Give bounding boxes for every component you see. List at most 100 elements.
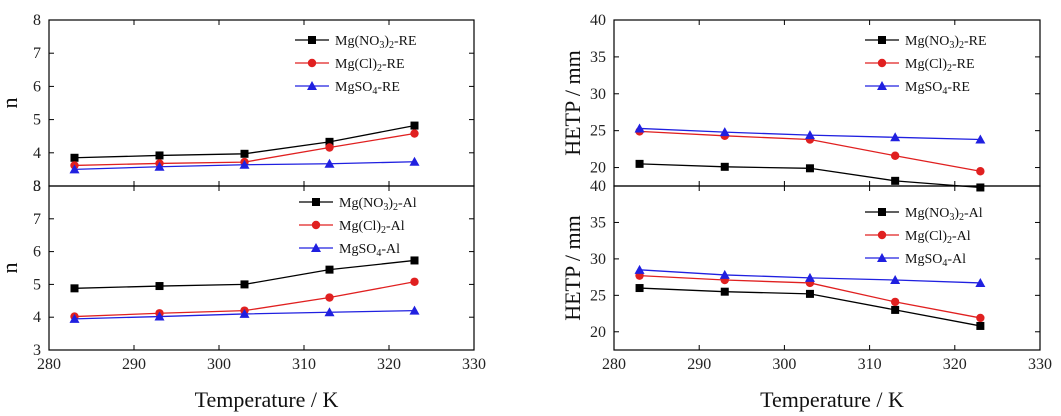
legend-label: Mg(Cl)2-RE <box>335 57 405 74</box>
data-point <box>324 307 335 317</box>
legend-text-part: MgSO <box>905 252 942 267</box>
data-point <box>890 132 901 142</box>
legend-subscript: 2 <box>377 63 382 74</box>
legend-subscript: 2 <box>959 40 964 51</box>
plot-frame <box>48 185 475 351</box>
legend-subscript: 4 <box>376 248 381 259</box>
data-point <box>154 311 165 321</box>
legend-subscript: 2 <box>381 225 386 236</box>
legend-label: Mg(NO3)2-Al <box>905 206 983 223</box>
legend-text-part: ) <box>954 206 959 221</box>
legend-label: Mg(NO3)2-RE <box>335 34 417 51</box>
legend-subscript: 4 <box>942 258 947 269</box>
data-point <box>890 275 901 285</box>
data-point <box>70 284 79 293</box>
legend-text-part: ) <box>388 196 393 211</box>
legend-marker <box>877 230 887 240</box>
chart-panel-2: 280 290 300 310 320 330 3 4 5 6 7 8 n Temperature / K… <box>0 178 486 412</box>
data-point <box>720 287 729 296</box>
data-point <box>325 137 334 146</box>
legend-text-part: -Al <box>952 229 971 244</box>
legend-marker <box>878 208 886 216</box>
y-tick-label: 7 <box>33 45 41 62</box>
legend-subscript: 3 <box>949 40 954 51</box>
y-tick-label: 20 <box>590 324 606 341</box>
legend-entry: Mg(NO3)2-Al <box>865 206 983 223</box>
data-point <box>155 151 164 160</box>
legend-subscript: 2 <box>947 235 952 246</box>
legend-entry: Mg(Cl)2-Al <box>299 219 405 236</box>
legend-text-part: -RE <box>952 57 975 72</box>
legend-text-part: Mg(Cl) <box>905 229 947 244</box>
series-1 <box>70 121 419 162</box>
legend-label: Mg(Cl)2-Al <box>905 229 971 246</box>
data-point <box>239 159 250 169</box>
x-tick-label: 330 <box>1028 356 1052 373</box>
legend-entry: MgSO4-RE <box>865 80 970 97</box>
data-point <box>804 130 815 140</box>
data-point <box>890 297 900 307</box>
legend-subscript: 2 <box>389 40 394 51</box>
chart-panel-4: 280 290 300 310 320 330 20 25 30 35 40 HETP / mm Tem… <box>560 178 1052 412</box>
y-tick-label: 5 <box>33 276 41 293</box>
legend-entry: Mg(Cl)2-Al <box>865 229 971 246</box>
legend-subscript: 4 <box>372 86 377 97</box>
series-3 <box>69 305 420 323</box>
legend-marker <box>877 58 887 68</box>
data-point <box>805 164 814 173</box>
legend-label: MgSO4-RE <box>905 80 970 97</box>
series-1 <box>635 159 985 192</box>
legend-marker <box>307 58 317 68</box>
series-3 <box>634 123 986 144</box>
legend-text-part: MgSO <box>335 80 372 95</box>
data-point <box>240 280 249 289</box>
data-point <box>719 269 730 279</box>
data-point <box>69 313 80 323</box>
y-axis-title: HETP / mm <box>560 215 585 321</box>
data-point <box>891 305 900 314</box>
x-tick-label: 310 <box>292 356 316 373</box>
y-tick-label: 30 <box>590 86 606 103</box>
legend-subscript: 2 <box>947 63 952 74</box>
data-point <box>239 308 250 318</box>
y-tick-label: 5 <box>33 112 41 129</box>
data-point <box>410 129 419 138</box>
y-tick-label: 40 <box>590 12 606 29</box>
legend-text-part: Mg(NO <box>905 206 949 221</box>
data-point <box>804 272 815 282</box>
data-point <box>975 134 986 144</box>
x-tick-label: 280 <box>602 356 626 373</box>
y-tick-label: 35 <box>590 214 606 231</box>
data-point <box>890 151 900 160</box>
legend-text-part: Mg(Cl) <box>905 57 947 72</box>
y-tick-label: 6 <box>33 78 41 95</box>
legend-text-part: -Al <box>381 242 400 257</box>
data-point <box>634 264 645 274</box>
y-axis-title: n <box>0 263 22 274</box>
y-tick-label: 20 <box>590 160 606 177</box>
legend-text-part: ) <box>954 34 959 49</box>
data-point <box>720 162 729 171</box>
data-point <box>976 183 985 192</box>
legend-text-part: Mg(NO <box>339 196 383 211</box>
legend-marker <box>311 243 321 252</box>
x-tick-label: 320 <box>377 356 401 373</box>
legend-marker <box>307 81 317 90</box>
legend-text-part: -RE <box>947 80 970 95</box>
data-point <box>805 289 814 298</box>
legend-entry: Mg(NO3)2-Al <box>299 196 417 213</box>
y-tick-label: 4 <box>33 309 41 326</box>
data-point <box>891 176 900 185</box>
data-point <box>976 167 985 176</box>
legend-text-part: MgSO <box>905 80 942 95</box>
x-tick-label: 310 <box>858 356 882 373</box>
data-point <box>409 156 420 166</box>
y-tick-label: 8 <box>33 12 41 29</box>
data-point <box>410 256 419 265</box>
y-tick-label: 7 <box>33 211 41 228</box>
legend-entry: Mg(Cl)2-RE <box>865 57 975 74</box>
legend-entry: MgSO4-RE <box>295 80 400 97</box>
x-tick-label: 290 <box>122 356 146 373</box>
